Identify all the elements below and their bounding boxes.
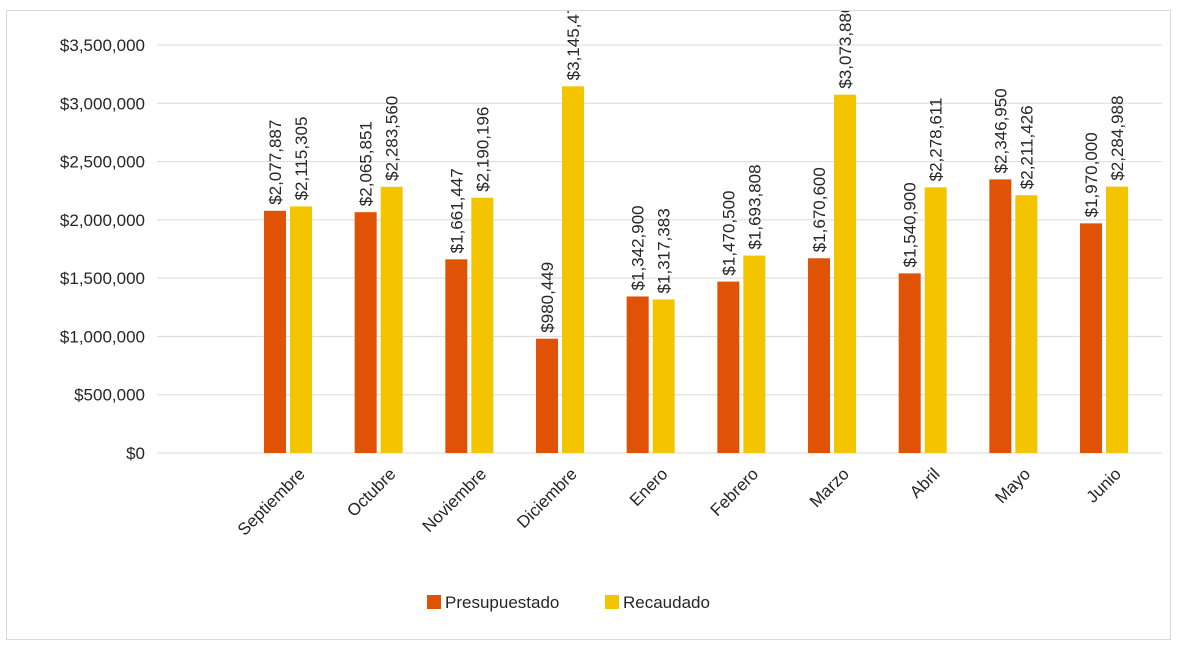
data-label: $1,670,600: [810, 167, 829, 252]
data-label: $1,342,900: [629, 205, 648, 290]
legend: Presupuestado Recaudado: [427, 593, 710, 612]
data-labels: $2,077,887 $2,115,305 $2,065,851 $2,283,560…: [266, 0, 1127, 333]
legend-swatch: [427, 595, 441, 609]
y-tick-label: $1,500,000: [60, 269, 145, 288]
legend-swatch: [605, 595, 619, 609]
bar-presupuestado: [264, 210, 286, 453]
x-category-label: Enero: [626, 464, 672, 510]
x-category-label: Febrero: [707, 464, 763, 520]
bar-recaudado: [1106, 186, 1129, 453]
data-label: $3,145,479: [564, 11, 583, 80]
x-category-label: Junio: [1083, 464, 1125, 506]
y-tick-label: $1,000,000: [60, 327, 145, 346]
bar-presupuestado: [717, 281, 740, 453]
data-label: $1,540,900: [901, 182, 920, 267]
data-label: $2,190,196: [473, 107, 492, 192]
bar-recaudado: [290, 206, 312, 453]
data-label: $2,283,560: [383, 96, 402, 181]
y-tick-label: $0: [126, 444, 145, 463]
bar-presupuestado: [1080, 223, 1103, 453]
legend-label: Presupuestado: [445, 593, 559, 612]
y-tick-label: $3,000,000: [60, 94, 145, 113]
bar-presupuestado: [989, 179, 1012, 453]
bar-presupuestado: [445, 259, 468, 453]
x-category-label: Mayo: [991, 464, 1034, 507]
x-category-label: Septiembre: [234, 464, 309, 539]
bar-chart: $0 $500,000 $1,000,000 $1,500,000 $2,000,000…: [60, 0, 1162, 612]
x-category-label: Abril: [906, 464, 943, 501]
y-tick-label: $500,000: [74, 386, 145, 405]
data-label: $1,661,447: [447, 168, 466, 253]
x-category-label: Noviembre: [419, 464, 491, 536]
x-category-label: Diciembre: [513, 464, 581, 532]
bar-recaudado: [652, 299, 675, 453]
data-label: $2,115,305: [292, 117, 311, 201]
bar-recaudado: [743, 255, 766, 453]
chart-frame: $0 $500,000 $1,000,000 $1,500,000 $2,000,000…: [6, 0, 1171, 640]
bar-recaudado: [924, 187, 947, 453]
data-label: $2,284,988: [1108, 96, 1127, 181]
bar-recaudado: [562, 86, 585, 453]
bar-presupuestado: [354, 212, 377, 453]
data-label: $1,317,383: [655, 208, 674, 293]
bar-presupuestado: [898, 273, 921, 453]
bar-recaudado: [471, 197, 494, 453]
x-category-label: Octubre: [343, 464, 399, 520]
data-label: $3,073,880: [836, 11, 855, 89]
bar-presupuestado: [808, 258, 831, 453]
y-tick-label: $2,500,000: [60, 153, 145, 172]
y-axis-ticks: $0 $500,000 $1,000,000 $1,500,000 $2,000,000…: [60, 36, 145, 463]
x-category-label: Marzo: [806, 464, 853, 511]
x-axis-categories: Septiembre Octubre Noviembre Diciembre Enero…: [234, 464, 1125, 539]
bar-recaudado: [1015, 195, 1038, 453]
data-label: $1,693,808: [745, 164, 764, 249]
y-tick-label: $3,500,000: [60, 36, 145, 55]
data-label: $2,065,851: [357, 121, 376, 206]
data-label: $980,449: [538, 262, 557, 333]
data-label: $2,211,426: [1017, 105, 1036, 189]
data-label: $1,470,500: [719, 190, 738, 275]
data-label: $2,077,887: [266, 120, 285, 205]
bars: [264, 86, 1129, 454]
data-label: $2,346,950: [991, 88, 1010, 173]
bar-recaudado: [380, 186, 403, 453]
data-label: $1,970,000: [1082, 132, 1101, 217]
bar-presupuestado: [626, 296, 649, 453]
data-label: $2,278,611: [927, 98, 946, 182]
legend-label: Recaudado: [623, 593, 710, 612]
bar-recaudado: [834, 94, 857, 454]
y-tick-label: $2,000,000: [60, 211, 145, 230]
bar-presupuestado: [536, 338, 559, 453]
